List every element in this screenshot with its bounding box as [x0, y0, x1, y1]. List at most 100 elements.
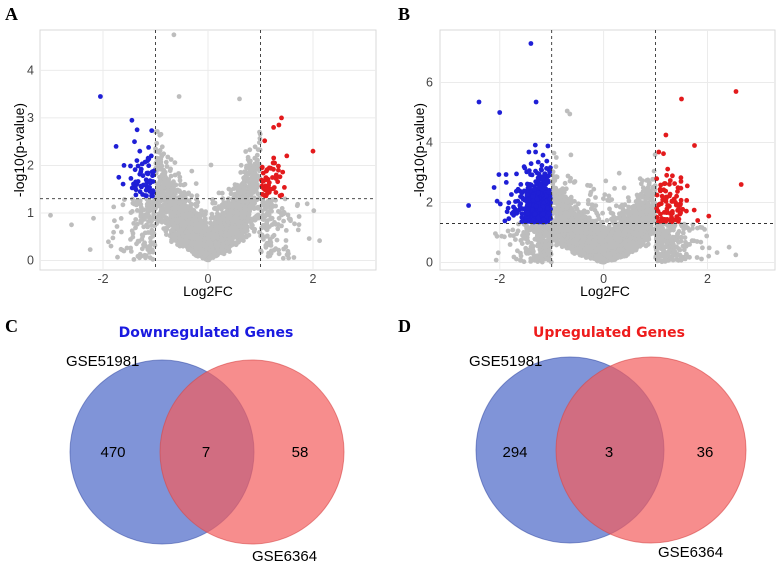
- data-point-nonsignificant: [217, 223, 223, 229]
- data-point-nonsignificant: [135, 253, 141, 259]
- data-point-nonsignificant: [248, 191, 254, 197]
- data-point-nonsignificant: [144, 222, 150, 228]
- x-axis-title: Log2FC: [183, 283, 233, 299]
- data-point-nonsignificant: [682, 235, 688, 241]
- data-point-nonsignificant: [295, 201, 301, 207]
- data-point-nonsignificant: [159, 144, 165, 150]
- data-point-nonsignificant: [553, 155, 559, 160]
- data-point-nonsignificant: [241, 169, 247, 175]
- data-point-nonsignificant: [263, 244, 269, 250]
- data-point-nonsignificant: [211, 231, 216, 237]
- data-point-nonsignificant: [317, 238, 322, 244]
- data-point-nonsignificant: [595, 213, 601, 218]
- data-point-nonsignificant: [161, 197, 167, 203]
- data-point-nonsignificant: [199, 230, 205, 235]
- data-point-nonsignificant: [134, 208, 140, 213]
- data-point-nonsignificant: [259, 225, 264, 231]
- data-point-nonsignificant: [243, 193, 249, 199]
- data-point-nonsignificant: [189, 193, 195, 199]
- data-point-downregulated: [144, 170, 150, 176]
- data-point-nonsignificant: [130, 200, 136, 206]
- data-point-nonsignificant: [247, 147, 253, 153]
- data-point-nonsignificant: [156, 149, 162, 155]
- data-point-nonsignificant: [178, 228, 184, 234]
- data-point-nonsignificant: [158, 156, 164, 162]
- data-point-nonsignificant: [250, 223, 255, 228]
- data-point-nonsignificant: [112, 218, 117, 224]
- data-point-nonsignificant: [108, 243, 114, 249]
- data-point-nonsignificant: [154, 221, 159, 227]
- data-point-upregulated: [279, 115, 284, 121]
- data-point-upregulated: [264, 167, 270, 173]
- data-point-nonsignificant: [252, 155, 258, 161]
- data-point-nonsignificant: [247, 204, 253, 209]
- data-points: [48, 32, 322, 263]
- data-point-downregulated: [147, 180, 153, 186]
- data-point-nonsignificant: [111, 229, 116, 235]
- data-point-nonsignificant: [199, 208, 204, 214]
- data-point-nonsignificant: [135, 221, 140, 227]
- data-point-nonsignificant: [159, 219, 165, 225]
- data-point-nonsignificant: [281, 218, 286, 224]
- data-point-nonsignificant: [269, 208, 274, 214]
- data-point-nonsignificant: [257, 129, 262, 135]
- data-point-nonsignificant: [141, 213, 147, 219]
- data-point-nonsignificant: [601, 196, 606, 202]
- data-point-nonsignificant: [210, 197, 216, 203]
- data-point-nonsignificant: [288, 218, 293, 224]
- data-point-nonsignificant: [275, 226, 281, 232]
- data-point-nonsignificant: [202, 237, 207, 243]
- data-point-nonsignificant: [163, 220, 169, 226]
- data-point-downregulated: [149, 193, 154, 199]
- data-point-nonsignificant: [236, 223, 241, 229]
- data-point-nonsignificant: [273, 246, 279, 252]
- data-point-nonsignificant: [252, 174, 257, 180]
- data-point-downregulated: [134, 158, 140, 164]
- data-point-nonsignificant: [225, 245, 231, 251]
- data-point-downregulated: [149, 128, 155, 134]
- data-point-nonsignificant: [714, 250, 720, 256]
- data-point-nonsignificant: [257, 140, 262, 146]
- data-point-nonsignificant: [188, 201, 194, 207]
- data-point-nonsignificant: [495, 250, 501, 256]
- data-point-nonsignificant: [245, 154, 251, 160]
- data-point-downregulated: [129, 117, 135, 123]
- data-point-nonsignificant: [168, 173, 174, 179]
- y-tick-label: 0: [27, 253, 34, 267]
- data-point-nonsignificant: [267, 237, 273, 242]
- data-point-nonsignificant: [164, 164, 170, 169]
- data-point-nonsignificant: [139, 220, 144, 225]
- data-point-upregulated: [271, 155, 277, 161]
- data-point-nonsignificant: [185, 229, 191, 235]
- data-point-nonsignificant: [282, 196, 288, 202]
- data-point-nonsignificant: [154, 155, 160, 161]
- data-point-nonsignificant: [148, 223, 154, 228]
- data-point-nonsignificant: [154, 140, 160, 146]
- data-point-upregulated: [280, 169, 286, 175]
- data-point-nonsignificant: [239, 214, 245, 220]
- y-tick-label: 4: [27, 63, 34, 77]
- data-point-nonsignificant: [593, 195, 598, 200]
- data-point-nonsignificant: [165, 216, 171, 221]
- data-point-nonsignificant: [271, 232, 277, 238]
- data-point-nonsignificant: [168, 166, 174, 172]
- data-point-upregulated: [277, 193, 283, 199]
- data-point-nonsignificant: [625, 195, 631, 201]
- data-point-upregulated: [276, 167, 281, 173]
- data-point-nonsignificant: [194, 193, 200, 199]
- data-point-nonsignificant: [280, 255, 286, 261]
- data-point-nonsignificant: [211, 254, 217, 260]
- data-point-nonsignificant: [236, 211, 241, 217]
- data-point-nonsignificant: [257, 136, 263, 141]
- data-point-nonsignificant: [276, 215, 282, 221]
- data-point-nonsignificant: [177, 178, 183, 183]
- data-point-nonsignificant: [172, 234, 178, 240]
- data-point-nonsignificant: [182, 181, 188, 187]
- data-point-nonsignificant: [194, 203, 200, 209]
- data-point-nonsignificant: [122, 197, 127, 203]
- data-point-downregulated: [147, 189, 153, 194]
- data-point-nonsignificant: [286, 251, 291, 257]
- data-point-nonsignificant: [181, 242, 187, 248]
- data-point-nonsignificant: [212, 200, 218, 206]
